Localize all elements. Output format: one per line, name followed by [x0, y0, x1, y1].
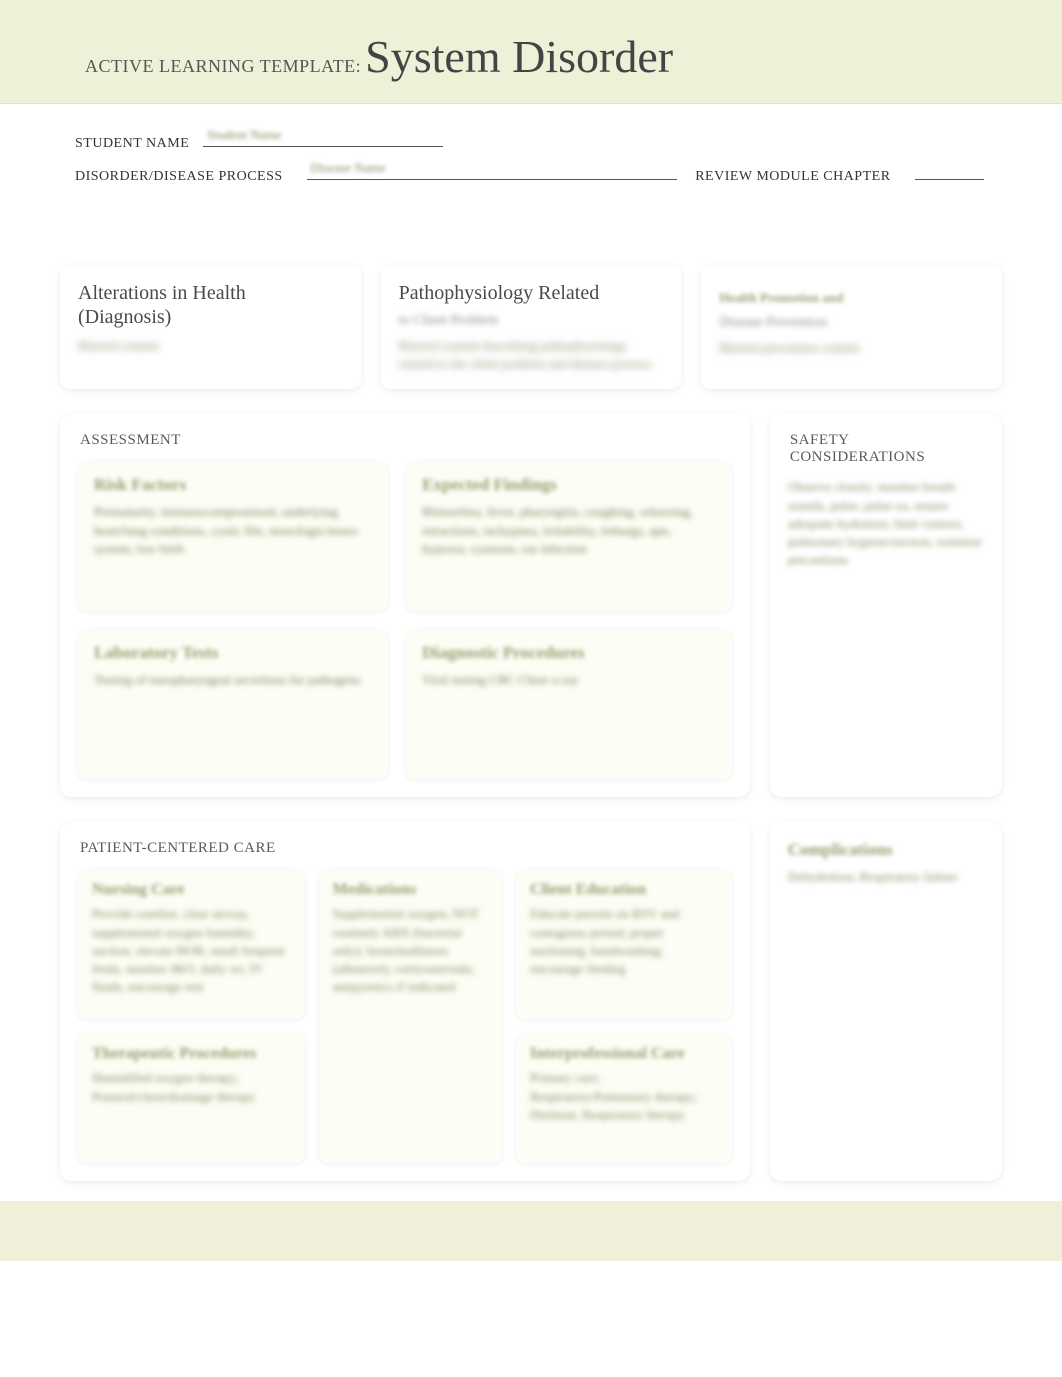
- health-title: Health Promotion and: [719, 289, 984, 307]
- expected-title: Expected Findings: [422, 475, 716, 495]
- assessment-row: ASSESSMENT Risk Factors Prematurity, imm…: [60, 414, 1002, 797]
- meds-body: Supplemental oxygen; NOT routinely ABX (…: [333, 905, 488, 996]
- patho-body: Blurred content describing pathophysiolo…: [399, 337, 664, 373]
- disease-chapter-row: DISORDER/DISEASE PROCESS Disease Name RE…: [75, 162, 992, 185]
- diag-title: Diagnostic Procedures: [422, 643, 716, 663]
- health-subtitle: Disease Prevention: [719, 315, 984, 331]
- health-body: Blurred prevention content: [719, 339, 984, 357]
- expected-body: Rhinorrhea, fever, pharyngitis, coughing…: [422, 503, 716, 558]
- meta-section: STUDENT NAME Student Name DISORDER/DISEA…: [0, 104, 1062, 235]
- pcc-row: PATIENT-CENTERED CARE Nursing Care Provi…: [60, 822, 1002, 1181]
- white-content-area: STUDENT NAME Student Name DISORDER/DISEA…: [0, 104, 1062, 1201]
- patho-subtitle: to Client Problem: [399, 313, 664, 329]
- nursing-body: Provide comfort, clear airway, supplemen…: [92, 905, 291, 996]
- therapeutic-card: Therapeutic Procedures Humidified oxygen…: [78, 1033, 305, 1163]
- page-container: ACTIVE LEARNING TEMPLATE: System Disorde…: [0, 0, 1062, 1261]
- risk-factors-card: Risk Factors Prematurity, immunocompromi…: [78, 461, 388, 611]
- assessment-panel: ASSESSMENT Risk Factors Prematurity, imm…: [60, 414, 750, 797]
- medications-card: Medications Supplemental oxygen; NOT rou…: [319, 869, 502, 1163]
- safety-body: Observe closely; monitor breath sounds, …: [788, 478, 984, 738]
- pcc-col-2: Medications Supplemental oxygen; NOT rou…: [319, 869, 502, 1163]
- risk-title: Risk Factors: [94, 475, 372, 495]
- pcc-col-3: Client Education Educate parents on RSV …: [516, 869, 732, 1163]
- alterations-body: Blurred content: [78, 337, 343, 355]
- cards-area: Alterations in Health (Diagnosis) Blurre…: [0, 235, 1062, 1181]
- education-body: Educate parents on RSV and contagious pe…: [530, 905, 718, 978]
- nursing-care-card: Nursing Care Provide comfort, clear airw…: [78, 869, 305, 1019]
- patho-title: Pathophysiology Related: [399, 281, 664, 305]
- pcc-grid: Nursing Care Provide comfort, clear airw…: [78, 869, 732, 1163]
- assessment-grid: Risk Factors Prematurity, immunocompromi…: [78, 461, 732, 779]
- interpro-body: Primary care; Respiratory/Pulmonary ther…: [530, 1069, 718, 1124]
- complications-body: Dehydration; Respiratory failure: [788, 868, 984, 1128]
- lab-title: Laboratory Tests: [94, 643, 372, 663]
- pcc-label: PATIENT-CENTERED CARE: [80, 840, 732, 857]
- lab-tests-card: Laboratory Tests Testing of nasopharynge…: [78, 629, 388, 779]
- complications-title: Complications: [788, 840, 984, 860]
- complications-panel: Complications Dehydration; Respiratory f…: [770, 822, 1002, 1181]
- top-row: Alterations in Health (Diagnosis) Blurre…: [60, 265, 1002, 389]
- template-prefix: ACTIVE LEARNING TEMPLATE:: [85, 56, 361, 76]
- disease-label: DISORDER/DISEASE PROCESS: [75, 169, 283, 185]
- safety-panel: SAFETY CONSIDERATIONS Observe closely; m…: [770, 414, 1002, 797]
- patho-card: Pathophysiology Related to Client Proble…: [381, 265, 682, 389]
- therapeutic-title: Therapeutic Procedures: [92, 1045, 291, 1063]
- alterations-title: Alterations in Health (Diagnosis): [78, 281, 343, 329]
- student-label: STUDENT NAME: [75, 136, 189, 152]
- pcc-col-1: Nursing Care Provide comfort, clear airw…: [78, 869, 305, 1163]
- interpro-card: Interprofessional Care Primary care; Res…: [516, 1033, 732, 1163]
- interpro-title: Interprofessional Care: [530, 1045, 718, 1063]
- diag-procedures-card: Diagnostic Procedures Viral testing CBC …: [406, 629, 732, 779]
- student-row: STUDENT NAME Student Name: [75, 129, 992, 152]
- student-name-field[interactable]: Student Name: [203, 129, 443, 147]
- risk-body: Prematurity, immunocompromised, underlyi…: [94, 503, 372, 558]
- title-bar: ACTIVE LEARNING TEMPLATE: System Disorde…: [0, 0, 1062, 104]
- student-name-value: Student Name: [207, 126, 281, 144]
- alterations-card: Alterations in Health (Diagnosis) Blurre…: [60, 265, 361, 389]
- health-promo-card: Health Promotion and Disease Prevention …: [701, 265, 1002, 389]
- disease-value: Disease Name: [311, 159, 386, 177]
- therapeutic-body: Humidified oxygen therapy; Postural/ches…: [92, 1069, 291, 1105]
- chapter-field[interactable]: [915, 162, 984, 180]
- nursing-title: Nursing Care: [92, 881, 291, 899]
- meds-title: Medications: [333, 881, 488, 899]
- education-title: Client Education: [530, 881, 718, 899]
- template-title: System Disorder: [365, 31, 673, 82]
- chapter-label: REVIEW MODULE CHAPTER: [695, 169, 890, 185]
- assessment-label: ASSESSMENT: [80, 432, 732, 449]
- lab-body: Testing of nasopharyngeal secretions for…: [94, 671, 372, 689]
- expected-findings-card: Expected Findings Rhinorrhea, fever, pha…: [406, 461, 732, 611]
- diag-body: Viral testing CBC Chest x-ray: [422, 671, 716, 689]
- education-card: Client Education Educate parents on RSV …: [516, 869, 732, 1019]
- safety-label: SAFETY CONSIDERATIONS: [790, 432, 984, 466]
- pcc-panel: PATIENT-CENTERED CARE Nursing Care Provi…: [60, 822, 750, 1181]
- disease-field[interactable]: Disease Name: [307, 162, 678, 180]
